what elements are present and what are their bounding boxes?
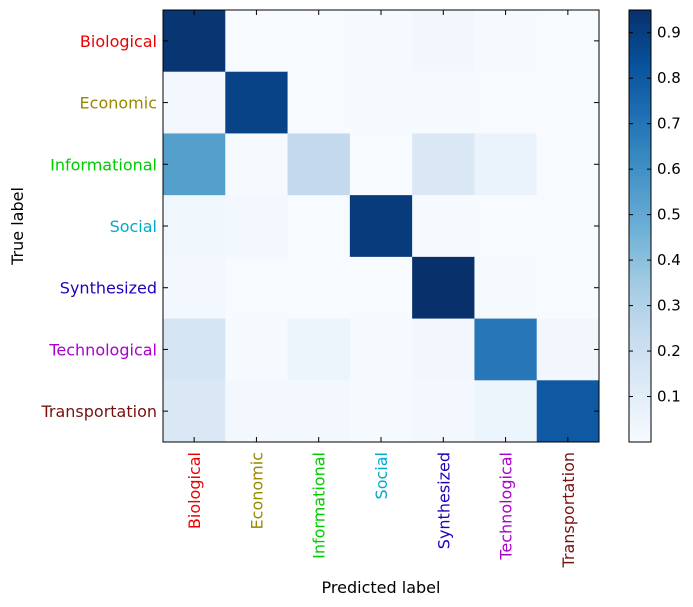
y-tick-label: Social xyxy=(110,217,157,236)
colorbar: 0.1 0.2 0.3 0.4 0.5 0.6 0.7 0.8 0.9 xyxy=(628,9,681,443)
heatmap-cell xyxy=(225,195,289,258)
heatmap-cell xyxy=(225,133,289,196)
heatmap-cell xyxy=(349,10,413,73)
heatmap-cell xyxy=(536,195,600,258)
heatmap-cell xyxy=(349,133,413,196)
heatmap-cells xyxy=(163,10,600,443)
heatmap-cell xyxy=(536,10,600,73)
y-tick-labels: Biological Economic Informational Social Syn… xyxy=(40,32,157,421)
heatmap-cell xyxy=(474,71,538,134)
heatmap-cell xyxy=(225,10,289,73)
heatmap-cell xyxy=(412,133,475,196)
heatmap-cell xyxy=(349,380,413,443)
heatmap-cell xyxy=(287,318,351,381)
colorbar-tick-label: 0.6 xyxy=(657,160,681,178)
heatmap-cell xyxy=(412,256,475,320)
heatmap-cell xyxy=(412,10,475,73)
colorbar-tick-label: 0.4 xyxy=(657,251,681,269)
heatmap-cell xyxy=(412,195,475,258)
heatmap-cell xyxy=(474,10,538,73)
heatmap-cell xyxy=(412,318,475,381)
y-axis-label: True label xyxy=(8,187,27,266)
heatmap-cell xyxy=(225,256,289,320)
heatmap-cell xyxy=(163,380,226,443)
heatmap-cell xyxy=(225,318,289,381)
heatmap-cell xyxy=(163,256,226,320)
x-tick-labels: Biological Economic Informational Social Syn… xyxy=(185,452,578,569)
y-tick-label: Synthesized xyxy=(60,279,157,298)
heatmap-cell xyxy=(287,10,351,73)
axis-ticks xyxy=(163,10,599,442)
heatmap-cell xyxy=(474,195,538,258)
x-tick-label: Biological xyxy=(185,452,204,529)
heatmap-cell xyxy=(536,71,600,134)
heatmap-cell xyxy=(163,318,226,381)
x-tick-label: Social xyxy=(372,452,391,499)
heatmap-cell xyxy=(163,71,226,134)
heatmap-cell xyxy=(349,318,413,381)
x-tick-label: Informational xyxy=(310,452,329,559)
colorbar-tick-label: 0.7 xyxy=(657,115,681,133)
heatmap-cell xyxy=(349,195,413,258)
heatmap-cell xyxy=(163,133,226,196)
heatmap-cell xyxy=(536,380,600,443)
heatmap-cell xyxy=(536,318,600,381)
heatmap-cell xyxy=(163,195,226,258)
heatmap-cell xyxy=(225,71,289,134)
heatmap-cell xyxy=(349,256,413,320)
heatmap-cell xyxy=(474,133,538,196)
y-tick-label: Technological xyxy=(48,340,157,359)
colorbar-tick-label: 0.5 xyxy=(657,206,681,224)
heatmap-cell xyxy=(287,195,351,258)
y-tick-label: Economic xyxy=(80,94,157,113)
y-tick-label: Informational xyxy=(50,155,157,174)
heatmap-cell xyxy=(536,133,600,196)
colorbar-tick-label: 0.9 xyxy=(657,24,681,42)
colorbar-tick-label: 0.3 xyxy=(657,297,681,315)
heatmap-cell xyxy=(163,10,226,73)
heatmap-cell xyxy=(287,256,351,320)
heatmap-cell xyxy=(474,318,538,381)
x-axis-label: Predicted label xyxy=(322,578,441,597)
heatmap-cell xyxy=(287,71,351,134)
heatmap-cell xyxy=(287,133,351,196)
colorbar-ticks: 0.1 0.2 0.3 0.4 0.5 0.6 0.7 0.8 0.9 xyxy=(629,24,681,406)
heatmap-cell xyxy=(474,256,538,320)
x-tick-label: Transportation xyxy=(559,452,578,569)
colorbar-gradient xyxy=(628,9,652,443)
heatmap-cell xyxy=(412,71,475,134)
heatmap-cell xyxy=(349,71,413,134)
heatmap-cell xyxy=(287,380,351,443)
x-tick-label: Technological xyxy=(497,452,516,561)
colorbar-tick-label: 0.1 xyxy=(657,388,681,406)
x-tick-label: Synthesized xyxy=(434,452,453,549)
heatmap-cell xyxy=(412,380,475,443)
y-tick-label: Transportation xyxy=(40,402,157,421)
colorbar-tick-label: 0.2 xyxy=(657,342,681,360)
colorbar-tick-label: 0.8 xyxy=(657,69,681,87)
heatmap-cell xyxy=(225,380,289,443)
y-tick-label: Biological xyxy=(80,32,157,51)
heatmap-cell xyxy=(536,256,600,320)
heatmap-cell xyxy=(474,380,538,443)
x-tick-label: Economic xyxy=(247,452,266,529)
